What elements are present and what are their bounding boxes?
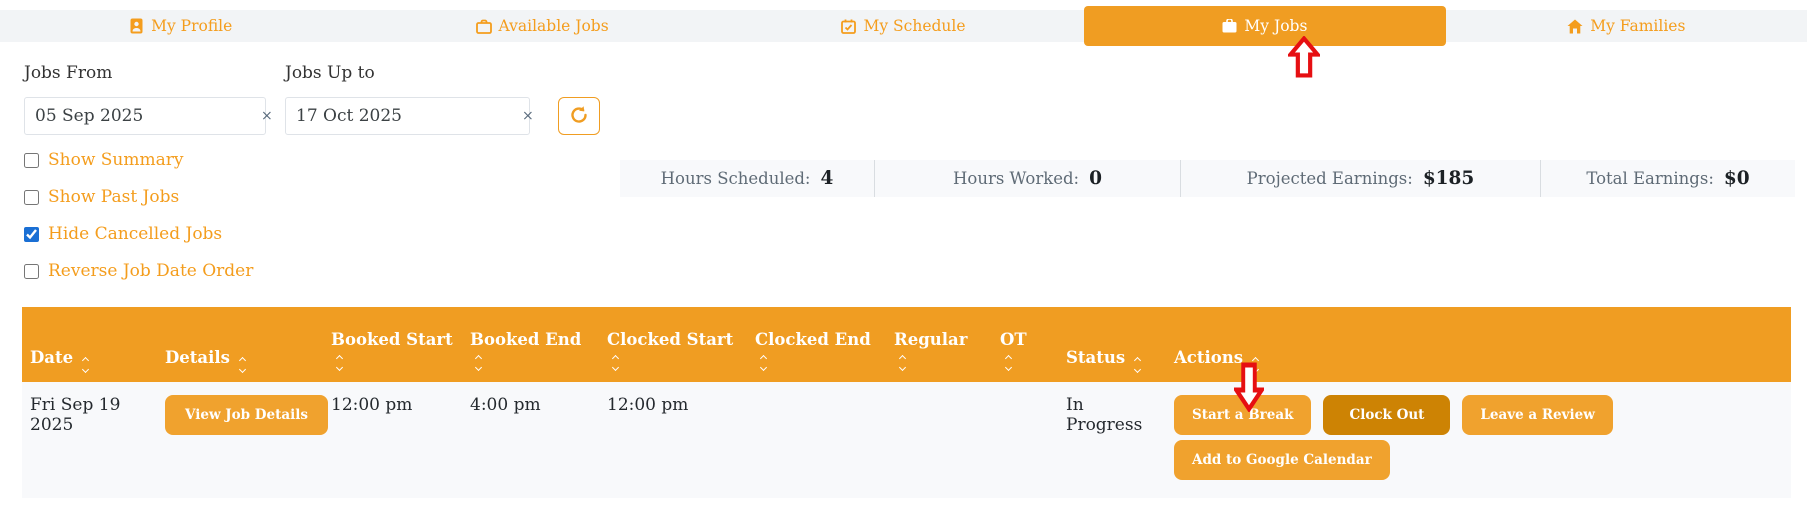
summary-stats-bar: Hours Scheduled: 4 Hours Worked: 0 Proje…: [620, 160, 1795, 197]
jobs-table: Date Details Booked Start Booked End Clo…: [22, 307, 1791, 498]
booked-start-cell: 12:00 pm: [331, 395, 413, 415]
jobs-up-to-input[interactable]: [296, 106, 516, 126]
clocked-start-cell: 12:00 pm: [607, 395, 689, 415]
actions-cell: Start a Break Clock Out Leave a Review A…: [1166, 382, 1791, 498]
stat-label: Hours Worked:: [953, 169, 1080, 188]
jobs-from-label: Jobs From: [24, 63, 113, 83]
red-up-arrow-annotation: [1288, 36, 1320, 78]
show-summary-checkbox-row[interactable]: Show Summary: [24, 150, 184, 170]
clock-out-button[interactable]: Clock Out: [1323, 395, 1451, 435]
stat-label: Projected Earnings:: [1246, 169, 1413, 188]
stat-label: Total Earnings:: [1586, 169, 1714, 188]
stat-value: $185: [1422, 168, 1475, 189]
refresh-button[interactable]: [558, 97, 600, 135]
status-badge: In Progress: [1066, 395, 1143, 435]
show-past-jobs-checkbox[interactable]: [24, 189, 39, 205]
job-details-cell: View Job Details: [157, 382, 328, 498]
leave-a-review-button[interactable]: Leave a Review: [1462, 395, 1613, 435]
job-row: Fri Sep 19 2025 View Job Details 12:00 p…: [22, 382, 1791, 498]
jobs-up-to-field: ×: [285, 97, 534, 135]
nav-label: Available Jobs: [498, 17, 609, 35]
ot-hours-cell: [992, 382, 1058, 498]
stat-projected-earnings: Projected Earnings: $185: [1180, 160, 1540, 197]
booked-end-cell: 4:00 pm: [470, 395, 541, 415]
sort-icon[interactable]: [611, 354, 741, 372]
stat-value: 0: [1089, 168, 1102, 189]
stat-value: 4: [820, 168, 834, 189]
nav-item-available-jobs[interactable]: Available Jobs: [361, 10, 722, 42]
clear-from-date-icon[interactable]: ×: [261, 108, 273, 124]
column-header-clocked-start[interactable]: Clocked Start: [599, 307, 747, 382]
sort-icon[interactable]: [82, 356, 90, 374]
column-header-booked-end[interactable]: Booked End: [462, 307, 599, 382]
status-cell: In Progress: [1058, 382, 1166, 498]
checkbox-label: Reverse Job Date Order: [48, 261, 254, 281]
show-past-jobs-checkbox-row[interactable]: Show Past Jobs: [24, 187, 179, 207]
top-nav: My Profile Available Jobs My Schedule My…: [0, 6, 1807, 46]
sort-icon[interactable]: [335, 354, 456, 372]
sort-icon[interactable]: [238, 356, 246, 374]
column-header-regular[interactable]: Regular: [886, 307, 992, 382]
add-to-google-calendar-button[interactable]: Add to Google Calendar: [1174, 440, 1390, 480]
column-header-clocked-end[interactable]: Clocked End: [747, 307, 886, 382]
reverse-job-date-order-checkbox[interactable]: [24, 263, 39, 279]
column-header-details[interactable]: Details: [157, 307, 323, 382]
view-job-details-button[interactable]: View Job Details: [165, 395, 328, 435]
job-date-cell: Fri Sep 19 2025: [30, 395, 121, 435]
nav-label: My Families: [1590, 17, 1686, 35]
sort-icon[interactable]: [898, 354, 986, 372]
nav-item-my-families[interactable]: My Families: [1446, 10, 1807, 42]
table-header-row: Date Details Booked Start Booked End Clo…: [22, 307, 1791, 382]
nav-label: My Jobs: [1244, 17, 1308, 35]
nav-label: My Schedule: [863, 17, 966, 35]
column-header-actions[interactable]: Actions: [1166, 307, 1791, 382]
refresh-icon: [569, 105, 589, 128]
show-summary-checkbox[interactable]: [24, 152, 39, 168]
column-header-booked-start[interactable]: Booked Start: [323, 307, 462, 382]
checkbox-label: Show Past Jobs: [48, 187, 180, 207]
nav-item-my-profile[interactable]: My Profile: [0, 10, 361, 42]
sort-icon[interactable]: [759, 354, 880, 372]
nav-label: My Profile: [151, 17, 233, 35]
hide-cancelled-jobs-checkbox[interactable]: [24, 226, 39, 242]
sort-icon[interactable]: [1004, 354, 1052, 372]
jobs-up-to-label: Jobs Up to: [285, 63, 375, 83]
clocked-end-cell: [747, 382, 886, 498]
jobs-from-input[interactable]: [35, 106, 255, 126]
stat-value: $0: [1723, 168, 1750, 189]
profile-card-icon: [129, 18, 144, 34]
column-header-date[interactable]: Date: [22, 307, 157, 382]
stat-total-earnings: Total Earnings: $0: [1540, 160, 1795, 197]
nav-item-my-schedule[interactable]: My Schedule: [723, 10, 1084, 42]
stat-label: Hours Scheduled:: [660, 169, 811, 188]
sort-icon[interactable]: [1134, 356, 1142, 374]
stat-hours-scheduled: Hours Scheduled: 4: [620, 160, 874, 197]
red-down-arrow-annotation: [1234, 362, 1264, 412]
briefcase-icon: [1222, 19, 1237, 33]
checkbox-label: Show Summary: [48, 150, 184, 170]
column-header-ot[interactable]: OT: [992, 307, 1058, 382]
calendar-check-icon: [841, 19, 857, 34]
jobs-from-field: ×: [24, 97, 273, 135]
reverse-job-date-order-checkbox-row[interactable]: Reverse Job Date Order: [24, 261, 253, 281]
regular-hours-cell: [886, 382, 992, 498]
column-header-status[interactable]: Status: [1058, 307, 1166, 382]
nav-item-my-jobs[interactable]: My Jobs: [1084, 6, 1446, 46]
sort-icon[interactable]: [474, 354, 593, 372]
checkbox-label: Hide Cancelled Jobs: [48, 224, 223, 244]
clear-to-date-icon[interactable]: ×: [522, 108, 534, 124]
home-icon: [1567, 19, 1583, 34]
hide-cancelled-jobs-checkbox-row[interactable]: Hide Cancelled Jobs: [24, 224, 222, 244]
briefcase-outline-icon: [475, 19, 492, 34]
stat-hours-worked: Hours Worked: 0: [874, 160, 1180, 197]
